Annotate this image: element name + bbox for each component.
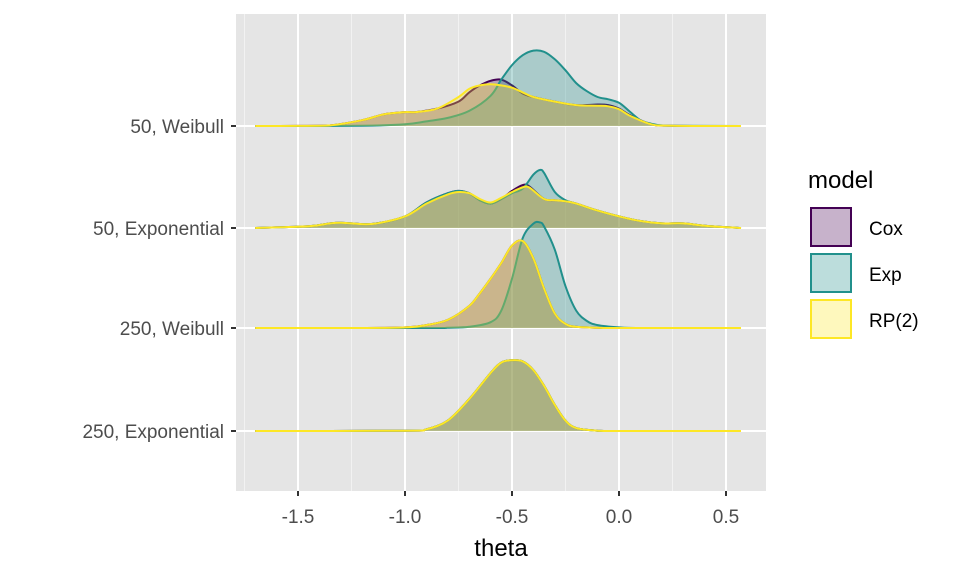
- density-area: [255, 240, 741, 328]
- density-area: [255, 79, 741, 126]
- density-area: [255, 360, 741, 431]
- x-axis-title: theta: [474, 535, 528, 562]
- y-tick-label: 250, Weibull: [120, 319, 224, 340]
- legend-label: RP(2): [869, 311, 919, 332]
- density-line: [255, 239, 741, 330]
- ridge-group: [255, 359, 741, 433]
- legend-swatch: [810, 207, 852, 247]
- density-area: [255, 240, 741, 328]
- density-area: [255, 84, 741, 126]
- legend: model Cox Exp RP(2): [808, 167, 919, 340]
- density-area: [255, 360, 741, 431]
- x-tick-label: 0.5: [713, 507, 739, 528]
- legend-swatch: [810, 253, 852, 293]
- density-ridges: [255, 49, 742, 433]
- density-area: [255, 169, 741, 228]
- density-line: [255, 359, 741, 433]
- plot-panel: [236, 14, 766, 491]
- x-tick-label: -0.5: [496, 507, 529, 528]
- legend-label: Cox: [869, 219, 903, 240]
- y-tick-label: 250, Exponential: [82, 422, 224, 443]
- legend-key-bg: [809, 298, 853, 340]
- density-line: [255, 185, 742, 229]
- x-tick-label: -1.5: [282, 507, 315, 528]
- density-line: [255, 220, 741, 330]
- ridge-group: [255, 168, 742, 229]
- y-tick-label: 50, Exponential: [93, 219, 224, 240]
- legend-title: model: [808, 167, 873, 194]
- x-tick-label: -1.0: [389, 507, 422, 528]
- ridge-group: [255, 220, 741, 330]
- density-area: [255, 360, 741, 431]
- legend-label: Exp: [869, 265, 902, 286]
- density-area: [255, 50, 741, 127]
- y-tick-label: 50, Weibull: [130, 117, 224, 138]
- axes: 50, Weibull 50, Exponential 250, Weibull 25…: [82, 117, 739, 528]
- legend-swatch: [810, 299, 852, 339]
- ridge-group: [255, 49, 742, 127]
- legend-key-bg: [809, 252, 853, 294]
- density-line: [255, 83, 742, 127]
- density-area: [255, 186, 741, 228]
- x-tick-label: 0.0: [606, 507, 632, 528]
- legend-key-bg: [809, 206, 853, 248]
